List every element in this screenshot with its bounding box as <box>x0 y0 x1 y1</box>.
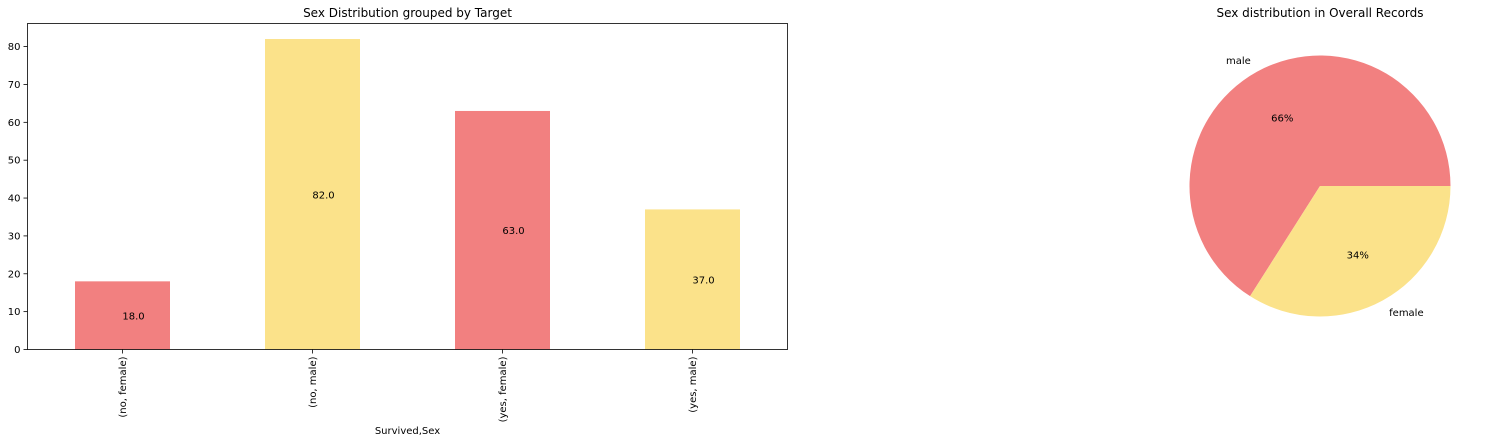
y-tick-label: 50 <box>8 156 21 167</box>
bar <box>75 281 170 350</box>
x-tick-label: (no, male) <box>308 356 319 408</box>
y-tick-label: 10 <box>8 307 21 318</box>
bar-data-label: 82.0 <box>312 190 334 201</box>
y-tick-label: 0 <box>14 345 20 356</box>
pie-slice <box>1250 186 1451 317</box>
bar-chart: Sex Distribution grouped by Target 0 10 20… <box>8 6 788 437</box>
pie-chart-title: Sex distribution in Overall Records <box>1216 6 1423 20</box>
bar-chart-title: Sex Distribution grouped by Target <box>303 6 512 20</box>
bar-data-label: 18.0 <box>122 311 144 322</box>
pie-slice-label: female <box>1389 308 1423 319</box>
y-tick-label: 70 <box>8 80 21 91</box>
x-tick-label: (no, female) <box>118 356 129 417</box>
bar <box>455 110 550 350</box>
bar-plot-frame <box>27 23 788 350</box>
y-tick-label: 40 <box>8 194 21 205</box>
y-tick-label: 20 <box>8 269 21 280</box>
bar <box>265 39 360 350</box>
x-tick-label: (yes, male) <box>688 356 699 412</box>
bar <box>645 209 740 350</box>
pie-pct-label: 34% <box>1347 251 1369 262</box>
bar-data-label: 37.0 <box>692 275 714 286</box>
x-axis-label: Survived,Sex <box>375 426 440 437</box>
y-tick-label: 60 <box>8 118 21 129</box>
bar-data-label: 63.0 <box>502 226 524 237</box>
y-tick-label: 80 <box>8 42 21 53</box>
pie-slice <box>1189 55 1451 297</box>
pie-plot-area: male 66% female 34% <box>1189 55 1451 319</box>
pie-slice-label: male <box>1226 56 1251 67</box>
y-tick-label: 30 <box>8 231 21 242</box>
pie-pct-label: 66% <box>1271 113 1293 124</box>
pie-chart: Sex distribution in Overall Records male… <box>1189 6 1451 319</box>
x-tick-label: (yes, female) <box>498 356 509 422</box>
bar-plot-area: 0 10 20 30 40 50 60 70 80 18.0 (no, female) 82.0 (no… <box>8 39 740 422</box>
